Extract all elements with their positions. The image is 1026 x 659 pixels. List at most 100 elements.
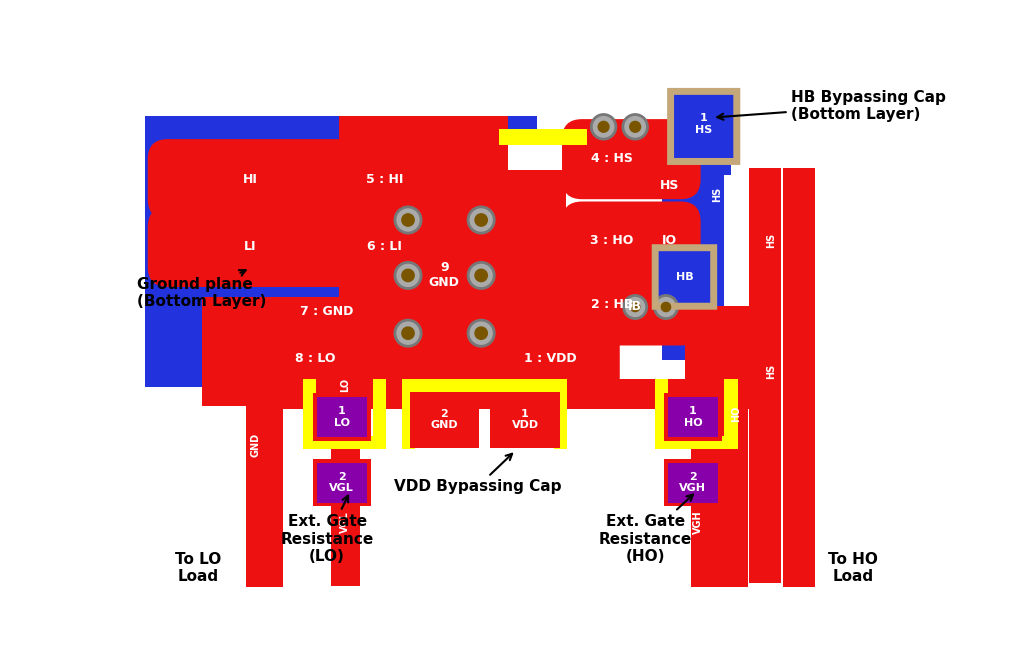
Text: 1
LO: 1 LO	[333, 407, 350, 428]
Bar	[313, 459, 371, 506]
Bar	[490, 391, 560, 448]
Bar	[655, 247, 714, 307]
FancyBboxPatch shape	[562, 266, 701, 345]
Text: 2
VGH: 2 VGH	[679, 472, 707, 494]
Bar	[373, 187, 543, 364]
Bar	[409, 391, 479, 448]
Bar	[304, 436, 386, 449]
Bar	[145, 306, 252, 387]
Bar	[668, 397, 718, 437]
Bar	[331, 380, 360, 403]
Circle shape	[475, 327, 487, 339]
Text: Ext. Gate
Resistance
(HO): Ext. Gate Resistance (HO)	[598, 494, 693, 564]
Circle shape	[598, 121, 609, 132]
Circle shape	[630, 121, 640, 132]
Circle shape	[395, 207, 421, 233]
Text: Ground plane
(Bottom Layer): Ground plane (Bottom Layer)	[137, 270, 267, 309]
Bar	[402, 380, 415, 449]
Bar	[313, 393, 371, 441]
Bar	[668, 463, 718, 503]
Bar	[499, 116, 538, 137]
FancyBboxPatch shape	[562, 202, 701, 281]
Bar	[716, 306, 748, 587]
Circle shape	[655, 295, 677, 318]
Bar	[246, 380, 751, 409]
Text: HO: HO	[732, 406, 741, 422]
Bar	[331, 376, 360, 407]
Bar	[246, 380, 282, 579]
Bar	[202, 297, 264, 331]
Bar	[499, 129, 588, 144]
Bar	[662, 241, 723, 275]
FancyBboxPatch shape	[562, 119, 701, 199]
Text: LI: LI	[244, 241, 256, 254]
Text: 2
GND: 2 GND	[430, 409, 458, 430]
Bar	[202, 331, 264, 399]
Bar	[304, 380, 316, 449]
Text: IB: IB	[628, 300, 642, 313]
Circle shape	[591, 115, 616, 139]
Bar	[670, 91, 738, 162]
Text: VDD Bypassing Cap: VDD Bypassing Cap	[394, 454, 561, 494]
Bar	[258, 297, 369, 331]
Text: 2 : HB: 2 : HB	[591, 298, 633, 311]
Text: 2
VGL: 2 VGL	[329, 472, 354, 494]
Text: Ext. Gate
Resistance
(LO): Ext. Gate Resistance (LO)	[280, 496, 373, 564]
Bar	[783, 167, 816, 587]
Circle shape	[475, 270, 487, 281]
Circle shape	[395, 262, 421, 289]
Circle shape	[468, 320, 495, 346]
Text: 9
GND: 9 GND	[429, 262, 460, 289]
Text: To HO
Load: To HO Load	[828, 552, 878, 585]
Bar	[535, 435, 567, 448]
Circle shape	[395, 320, 421, 346]
FancyBboxPatch shape	[148, 139, 456, 219]
Bar	[202, 368, 260, 407]
Text: 1
VDD: 1 VDD	[512, 409, 539, 430]
Bar	[317, 397, 367, 437]
FancyBboxPatch shape	[148, 207, 456, 287]
Bar	[656, 436, 738, 449]
Bar	[665, 393, 722, 441]
Circle shape	[475, 214, 487, 226]
Text: LO: LO	[340, 378, 350, 392]
Circle shape	[402, 270, 415, 281]
Bar	[331, 380, 360, 418]
Text: IO: IO	[662, 235, 677, 247]
Text: To LO
Load: To LO Load	[175, 552, 222, 585]
Text: 4 : HS: 4 : HS	[591, 152, 633, 165]
Bar	[250, 310, 499, 387]
Bar	[662, 175, 723, 241]
Bar	[331, 447, 360, 586]
Bar	[665, 459, 722, 506]
Bar	[690, 447, 720, 586]
Bar	[339, 170, 551, 389]
Circle shape	[623, 115, 647, 139]
Text: HB: HB	[676, 272, 694, 282]
Circle shape	[468, 262, 495, 289]
Bar	[749, 380, 782, 583]
Text: 8 : LO: 8 : LO	[295, 352, 336, 365]
Text: 3 : HO: 3 : HO	[590, 235, 634, 247]
Bar	[372, 380, 386, 449]
Bar	[662, 275, 723, 337]
Bar	[690, 472, 720, 587]
Circle shape	[624, 295, 646, 318]
Text: 1
HS: 1 HS	[695, 113, 712, 134]
Text: VGL: VGL	[340, 511, 350, 532]
Bar	[145, 116, 499, 310]
Text: HS: HS	[712, 187, 722, 202]
Bar	[547, 170, 566, 389]
Text: VGH: VGH	[694, 510, 703, 534]
Bar	[656, 380, 668, 449]
Bar	[670, 91, 732, 175]
Text: 1 : VDD: 1 : VDD	[524, 352, 577, 365]
Circle shape	[468, 207, 495, 233]
Bar	[317, 463, 367, 503]
Bar	[339, 116, 508, 170]
Text: 6 : LI: 6 : LI	[367, 241, 402, 254]
Circle shape	[631, 302, 640, 312]
Bar	[662, 337, 723, 360]
Circle shape	[402, 214, 415, 226]
Text: HS: HS	[766, 233, 777, 248]
